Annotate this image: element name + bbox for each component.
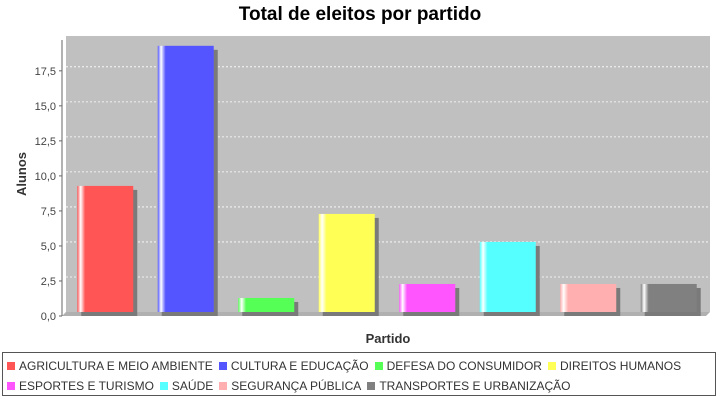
legend-item: TRANSPORTES E URBANIZAÇÃO xyxy=(367,379,570,393)
y-tick-label: 5,0 xyxy=(41,241,56,253)
legend-swatch xyxy=(159,382,168,390)
bar xyxy=(238,297,295,312)
bars xyxy=(77,45,701,317)
bar-chart: 0,0 2,5 5,0 7,5 10,0 12,5 15,0 17,5 Alunos Part… xyxy=(14,36,710,346)
bar xyxy=(479,241,536,312)
y-tick-label: 15,0 xyxy=(35,101,56,113)
legend-swatch xyxy=(374,362,383,370)
legend-label: SEGURANÇA PÚBLICA xyxy=(231,379,362,393)
y-tick-label: 2,5 xyxy=(41,276,56,288)
legend-label: DEFESA DO CONSUMIDOR xyxy=(386,359,542,373)
y-axis-title: Alunos xyxy=(14,152,29,196)
y-tick-label: 7,5 xyxy=(41,206,56,218)
plot-floor xyxy=(62,312,710,316)
legend-swatch xyxy=(7,362,15,370)
bar xyxy=(560,283,617,312)
axes: 0,0 2,5 5,0 7,5 10,0 12,5 15,0 17,5 xyxy=(35,40,710,323)
legend-swatch xyxy=(547,362,556,370)
legend-row: AGRICULTURA E MEIO AMBIENTE CULTURA E EDU… xyxy=(7,356,715,376)
legend-item: SAÚDE xyxy=(159,379,214,393)
legend-swatch xyxy=(219,382,228,390)
legend-item: SEGURANÇA PÚBLICA xyxy=(219,379,361,393)
legend-label: ESPORTES E TURISMO xyxy=(19,379,154,393)
bar xyxy=(77,185,134,312)
bar xyxy=(157,45,214,313)
legend-item: ESPORTES E TURISMO xyxy=(7,379,154,393)
legend-label: TRANSPORTES E URBANIZAÇÃO xyxy=(379,379,571,393)
legend-label: AGRICULTURA E MEIO AMBIENTE xyxy=(19,359,213,373)
bar xyxy=(399,283,456,312)
chart-title: Total de eleitos por partido xyxy=(238,4,482,25)
bar xyxy=(318,213,375,312)
legend-label: CULTURA E EDUCAÇÃO xyxy=(230,359,369,373)
legend-swatch xyxy=(218,362,227,370)
legend-item: CULTURA E EDUCAÇÃO xyxy=(218,359,369,373)
bar xyxy=(640,283,697,312)
y-tick-label: 12,5 xyxy=(35,136,56,148)
legend-label: SAÚDE xyxy=(171,379,214,393)
y-tick-label: 17,5 xyxy=(35,66,56,78)
y-tick-label: 0,0 xyxy=(41,311,56,323)
legend: AGRICULTURA E MEIO AMBIENTE CULTURA E EDU… xyxy=(2,352,716,396)
legend-item: AGRICULTURA E MEIO AMBIENTE xyxy=(7,359,213,373)
legend-swatch xyxy=(367,382,376,390)
legend-item: DIREITOS HUMANOS xyxy=(547,359,682,373)
legend-row: ESPORTES E TURISMO SAÚDE SEGURANÇA PÚBLICA… xyxy=(7,376,715,396)
x-axis-title: Partido xyxy=(366,331,411,346)
grid-lines xyxy=(66,66,710,278)
legend-swatch xyxy=(7,382,15,390)
legend-label: DIREITOS HUMANOS xyxy=(559,359,682,373)
legend-item: DEFESA DO CONSUMIDOR xyxy=(374,359,542,373)
y-tick-label: 10,0 xyxy=(35,171,56,183)
